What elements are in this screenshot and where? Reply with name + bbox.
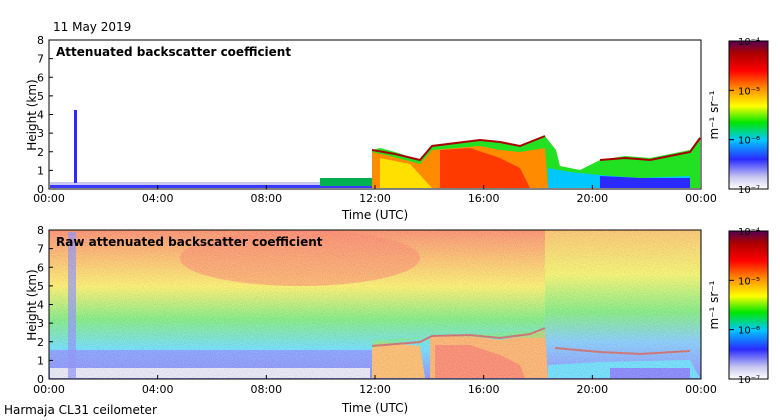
y-tick-label: 6 <box>37 261 44 274</box>
panel-2-y-label: Height (km) <box>25 269 39 340</box>
x-tick-label: 00:00 <box>685 192 717 205</box>
colorbar-tick-label: 10⁻⁴ <box>738 227 760 238</box>
y-tick-label: 2 <box>37 146 44 159</box>
x-tick-label: 20:00 <box>576 192 608 205</box>
panel-1-backscatter-field <box>50 110 701 188</box>
y-tick-label: 8 <box>37 34 44 47</box>
x-tick-label: 00:00 <box>685 383 717 396</box>
panel-2-colorbar <box>728 230 769 380</box>
panel-1-colorbar-label: m⁻¹ sr⁻¹ <box>707 90 721 139</box>
colorbar-tick-label: 10⁻⁵ <box>738 86 760 97</box>
p1-cloud-base-line <box>371 135 546 162</box>
panel-2-x-label: Time (UTC) <box>341 401 408 415</box>
y-tick-label: 5 <box>37 90 44 103</box>
x-tick-label: 12:00 <box>359 383 391 396</box>
y-tick-label: 3 <box>37 127 44 140</box>
panel-1-y-label: Height (km) <box>25 79 39 150</box>
x-tick-label: 16:00 <box>468 383 500 396</box>
panel-1-y-ticks: 0 1 2 3 4 5 6 7 8 <box>37 34 53 196</box>
p1-surface-layer <box>50 185 375 188</box>
y-tick-label: 7 <box>37 243 44 256</box>
panel-2-y-ticks: 0 1 2 3 4 5 6 7 8 <box>37 224 53 386</box>
panel-1-colorbar-ticks: 10⁻⁷ 10⁻⁶ 10⁻⁵ 10⁻⁴ <box>729 37 760 196</box>
panel-1-colorbar <box>728 40 769 190</box>
x-tick-label: 08:00 <box>250 192 282 205</box>
x-tick-label: 00:00 <box>33 383 65 396</box>
date-label: 11 May 2019 <box>53 20 131 34</box>
p1-bl-growth <box>320 178 375 186</box>
x-tick-label: 08:00 <box>250 383 282 396</box>
colorbar-tick-label: 10⁻⁷ <box>738 185 760 196</box>
x-tick-label: 12:00 <box>359 192 391 205</box>
x-tick-label: 04:00 <box>142 383 174 396</box>
y-tick-label: 1 <box>37 354 44 367</box>
y-tick-label: 4 <box>37 299 44 312</box>
colorbar-tick-label: 10⁻⁵ <box>738 276 760 287</box>
panel-1-x-ticks: 00:00 04:00 08:00 12:00 16:00 20:00 00:00 <box>33 185 717 205</box>
p1-early-cloud-column <box>74 110 77 183</box>
x-tick-label: 04:00 <box>142 192 174 205</box>
colorbar-tick-label: 10⁻⁶ <box>738 136 760 147</box>
colorbar-tick-label: 10⁻⁶ <box>738 326 760 337</box>
x-tick-label: 16:00 <box>468 192 500 205</box>
attenuated-backscatter-panel: Attenuated backscatter coefficient Heigh… <box>25 34 769 222</box>
y-tick-label: 7 <box>37 53 44 66</box>
panel-2-colorbar-label: m⁻¹ sr⁻¹ <box>707 280 721 329</box>
panel-2-x-ticks: 00:00 04:00 08:00 12:00 16:00 20:00 00:00 <box>33 375 717 396</box>
x-tick-label: 20:00 <box>576 383 608 396</box>
y-tick-label: 3 <box>37 317 44 330</box>
site-label: Harmaja CL31 ceilometer <box>4 403 157 417</box>
colorbar-tick-label: 10⁻⁴ <box>738 37 760 48</box>
p1-cloud-yellow <box>380 158 432 188</box>
y-tick-label: 4 <box>37 109 44 122</box>
y-tick-label: 0 <box>37 373 44 386</box>
y-tick-label: 1 <box>37 164 44 177</box>
panel-2-colorbar-ticks: 10⁻⁷ 10⁻⁶ 10⁻⁵ 10⁻⁴ <box>729 227 760 386</box>
panel-1-x-label: Time (UTC) <box>341 208 408 222</box>
panel-2-backscatter-field <box>49 230 701 379</box>
y-tick-label: 0 <box>37 183 44 196</box>
x-tick-label: 00:00 <box>33 192 65 205</box>
p1-evening-blue <box>600 176 690 188</box>
colorbar-tick-label: 10⁻⁷ <box>738 375 760 386</box>
panel-2-title: Raw attenuated backscatter coefficient <box>56 235 323 249</box>
y-tick-label: 8 <box>37 224 44 237</box>
y-tick-label: 6 <box>37 71 44 84</box>
p1-evening-cloud-line <box>599 137 701 162</box>
y-tick-label: 5 <box>37 280 44 293</box>
raw-backscatter-panel: Raw attenuated backscatter coefficient H… <box>25 224 769 415</box>
p2-speckle-overlay <box>49 230 701 379</box>
panel-1-title: Attenuated backscatter coefficient <box>56 45 291 59</box>
p1-cloud-red <box>440 148 530 188</box>
y-tick-label: 2 <box>37 336 44 349</box>
